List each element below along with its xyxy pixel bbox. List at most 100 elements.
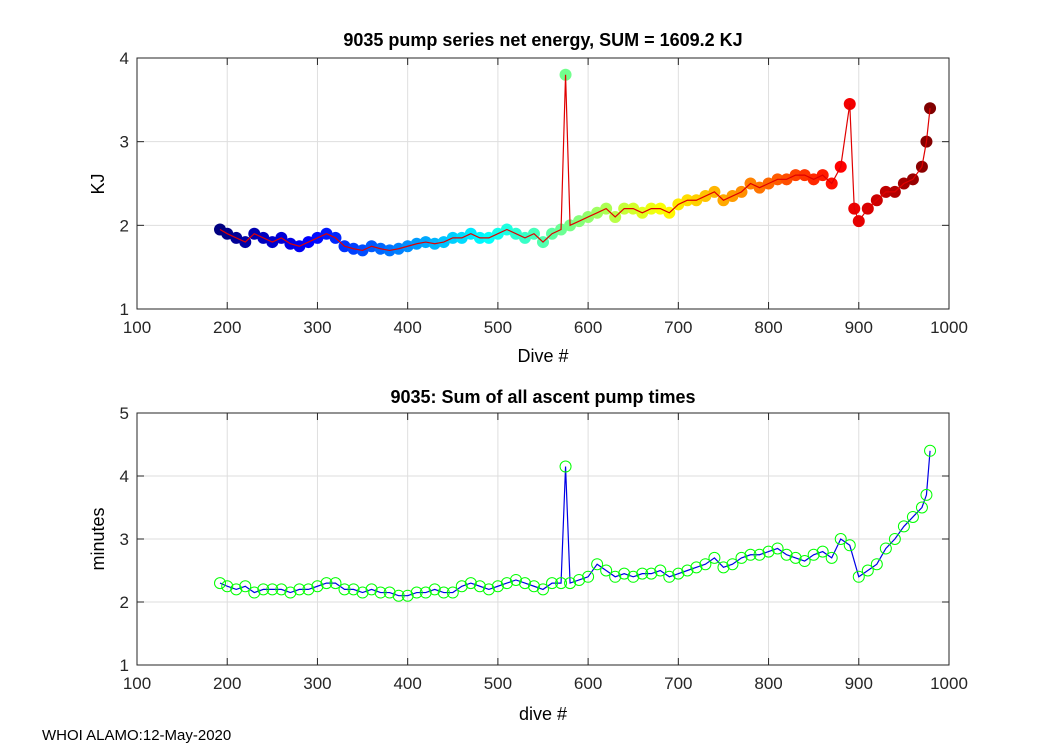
data-point xyxy=(753,548,766,561)
data-point xyxy=(410,586,423,599)
data-point xyxy=(870,558,883,571)
x-tick-label: 1000 xyxy=(930,674,968,693)
data-point xyxy=(248,586,261,599)
data-point xyxy=(365,583,378,596)
data-point xyxy=(690,561,703,574)
data-point xyxy=(419,586,432,599)
data-point xyxy=(618,567,631,580)
y-tick-label: 1 xyxy=(120,300,129,319)
x-tick-label: 400 xyxy=(393,674,421,693)
data-point xyxy=(329,577,342,590)
data-point xyxy=(392,589,405,602)
data-point xyxy=(582,570,595,583)
data-point xyxy=(681,564,694,577)
data-point xyxy=(555,577,568,590)
y-tick-label: 4 xyxy=(120,467,129,486)
y-tick-label: 3 xyxy=(120,133,129,152)
data-point xyxy=(663,570,676,583)
data-point xyxy=(347,583,360,596)
y-tick-label: 2 xyxy=(120,216,129,235)
data-point xyxy=(464,577,477,590)
data-point xyxy=(762,545,775,558)
data-point xyxy=(717,561,730,574)
data-point xyxy=(239,580,252,593)
data-point xyxy=(780,548,793,561)
x-tick-label: 500 xyxy=(484,674,512,693)
data-point xyxy=(906,510,919,523)
data-point xyxy=(518,577,531,590)
data-point xyxy=(735,551,748,564)
data-point xyxy=(699,558,712,571)
pump-time-chart: 9035: Sum of all ascent pump times dive … xyxy=(88,387,968,724)
x-tick-label: 400 xyxy=(393,318,421,337)
axes-box xyxy=(136,57,950,310)
y-tick-label: 3 xyxy=(120,530,129,549)
y-tick-label: 5 xyxy=(120,404,129,423)
data-point xyxy=(500,577,513,590)
y-tick-label: 1 xyxy=(120,656,129,675)
data-point xyxy=(473,580,486,593)
data-point xyxy=(920,488,933,501)
data-point xyxy=(708,551,721,564)
data-point xyxy=(834,533,847,545)
data-point xyxy=(726,558,739,571)
data-point xyxy=(401,589,414,602)
data-point xyxy=(491,580,504,593)
data-point xyxy=(861,564,874,577)
data-point xyxy=(284,586,297,599)
data-point xyxy=(482,583,495,596)
data-point xyxy=(744,548,757,561)
x-tick-label: 300 xyxy=(303,674,331,693)
y-axis-label: KJ xyxy=(88,173,108,194)
data-point xyxy=(564,577,577,590)
data-point xyxy=(627,570,640,583)
y-tick-label: 2 xyxy=(120,593,129,612)
data-point xyxy=(546,577,559,590)
data-point xyxy=(437,586,450,599)
data-point xyxy=(356,586,369,599)
chart-title: 9035: Sum of all ascent pump times xyxy=(390,387,695,407)
data-point xyxy=(825,551,838,564)
series-line xyxy=(219,74,931,252)
x-tick-label: 800 xyxy=(754,674,782,693)
data-point xyxy=(320,577,333,590)
energy-chart: 9035 pump series net energy, SUM = 1609.… xyxy=(88,30,968,366)
data-point xyxy=(293,583,306,596)
data-point xyxy=(266,583,279,596)
data-point xyxy=(636,567,649,580)
x-tick-label: 900 xyxy=(845,674,873,693)
data-point xyxy=(789,551,802,564)
data-point xyxy=(257,583,270,596)
data-point xyxy=(221,580,234,593)
data-point xyxy=(338,583,351,596)
x-tick-label: 200 xyxy=(213,318,241,337)
data-point xyxy=(509,573,522,586)
data-point xyxy=(311,580,324,593)
footer-stamp: WHOI ALAMO:12-May-2020 xyxy=(42,727,232,744)
data-point xyxy=(798,555,811,568)
data-point xyxy=(446,586,459,599)
data-point xyxy=(879,542,892,555)
x-tick-label: 100 xyxy=(123,674,151,693)
data-point xyxy=(374,586,387,599)
x-tick-label: 700 xyxy=(664,674,692,693)
data-point xyxy=(897,520,910,533)
data-point xyxy=(888,533,901,545)
data-point xyxy=(527,580,540,593)
data-point xyxy=(214,577,227,590)
data-point xyxy=(609,570,622,583)
x-tick-label: 500 xyxy=(484,318,512,337)
x-tick-label: 900 xyxy=(845,318,873,337)
x-tick-label: 100 xyxy=(123,318,151,337)
data-point xyxy=(672,567,685,580)
data-point xyxy=(455,580,468,593)
data-point xyxy=(915,501,928,514)
y-axis-label: minutes xyxy=(88,507,108,570)
data-point xyxy=(645,567,658,580)
data-point xyxy=(275,583,288,596)
x-tick-label: 600 xyxy=(574,318,602,337)
x-axis-label: Dive # xyxy=(517,346,568,366)
data-point xyxy=(654,564,667,577)
data-point xyxy=(600,564,613,577)
